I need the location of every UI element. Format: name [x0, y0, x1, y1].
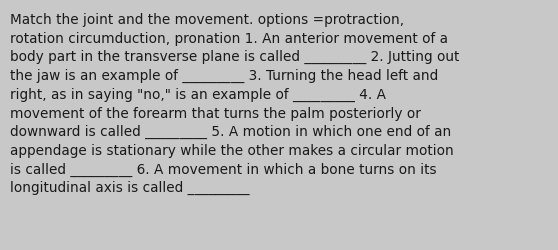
Text: Match the joint and the movement. options =protraction,
rotation circumduction, : Match the joint and the movement. option… [10, 13, 459, 195]
